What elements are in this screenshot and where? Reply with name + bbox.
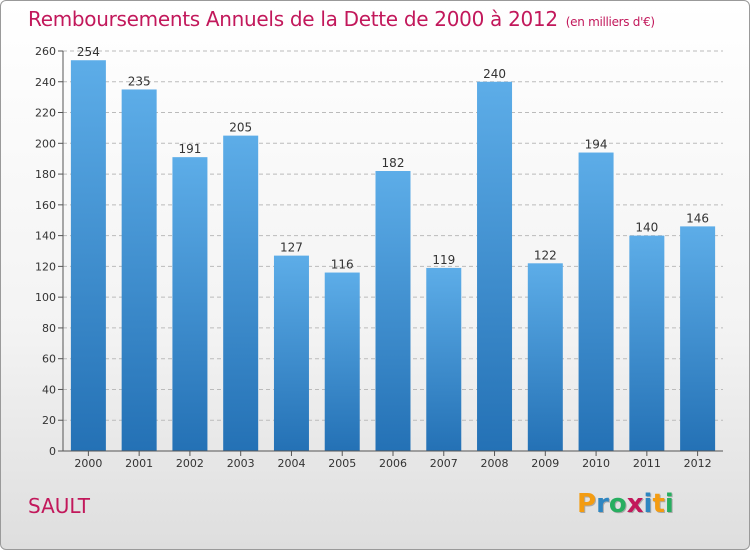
chart-title: Remboursements Annuels de la Dette de 20…	[28, 7, 655, 31]
logo-letter: P	[577, 489, 597, 519]
logo-letter: x	[626, 489, 644, 519]
x-tick-label: 2009	[531, 457, 559, 470]
bar-2011	[629, 235, 665, 451]
y-tick-label: 180	[35, 168, 56, 181]
x-tick-label: 2008	[481, 457, 509, 470]
logo-letter: i	[664, 489, 674, 519]
y-tick-label: 100	[35, 291, 56, 304]
y-tick-label: 40	[42, 383, 56, 396]
x-tick-label: 2006	[379, 457, 407, 470]
y-tick-label: 240	[35, 76, 56, 89]
logo-letter: i	[643, 489, 653, 519]
bar-value-label: 254	[77, 45, 100, 59]
y-axis-ticks: 0 20 40 60 80 100 120 140 160 180 200 220 240 260	[35, 45, 63, 458]
bar-2004	[273, 255, 309, 451]
bar-value-label: 205	[229, 121, 252, 135]
y-tick-label: 80	[42, 322, 56, 335]
logo-letter: t	[652, 489, 665, 519]
bar-2001	[121, 89, 157, 451]
y-tick-label: 140	[35, 230, 56, 243]
x-tick-label: 2011	[633, 457, 661, 470]
bar-2006	[375, 171, 411, 451]
y-tick-label: 260	[35, 45, 56, 58]
x-tick-label: 2001	[125, 457, 153, 470]
x-tick-label: 2004	[277, 457, 305, 470]
bar-2005	[324, 272, 360, 451]
chart-title-text: Remboursements Annuels de la Dette de 20…	[28, 7, 558, 31]
axes	[62, 51, 723, 452]
bar-value-label: 119	[432, 253, 455, 267]
bar-2007	[426, 267, 462, 451]
y-tick-label: 160	[35, 199, 56, 212]
bar-value-label: 240	[483, 67, 506, 81]
proxiti-logo: Proxiti	[577, 489, 674, 519]
y-tick-label: 0	[49, 445, 56, 458]
bar-2009	[527, 263, 563, 451]
y-tick-label: 20	[42, 414, 56, 427]
logo-letter: r	[596, 489, 609, 519]
logo-letter: o	[608, 489, 627, 519]
x-tick-label: 2010	[582, 457, 610, 470]
x-tick-label: 2000	[74, 457, 102, 470]
bars: 254 235 191 205 127 116 182 119 240 122 194 140 146	[70, 45, 716, 452]
bar-value-label: 116	[331, 258, 354, 272]
commune-name: SAULT	[28, 494, 90, 518]
bar-2003	[223, 135, 259, 451]
bar-value-label: 182	[382, 156, 405, 170]
bar-value-label: 122	[534, 248, 557, 262]
x-tick-label: 2003	[227, 457, 255, 470]
bar-value-label: 140	[635, 221, 658, 235]
x-tick-label: 2005	[328, 457, 356, 470]
chart-unit: (en milliers d'€)	[565, 15, 655, 29]
bar-value-label: 191	[178, 142, 201, 156]
bar-2012	[680, 226, 716, 451]
bar-2002	[172, 157, 208, 451]
bar-value-label: 194	[585, 138, 608, 152]
x-tick-label: 2007	[430, 457, 458, 470]
bar-2010	[578, 152, 614, 452]
x-tick-label: 2012	[684, 457, 712, 470]
bar-value-label: 146	[686, 211, 709, 225]
x-axis-ticks: 2000 2001 2002 2003 2004 2005 2006 2007 2008 2009…	[74, 451, 712, 470]
y-tick-label: 220	[35, 107, 56, 120]
bar-value-label: 235	[128, 74, 151, 88]
y-tick-label: 60	[42, 353, 56, 366]
y-tick-label: 200	[35, 137, 56, 150]
bar-value-label: 127	[280, 241, 303, 255]
bar-2008	[477, 81, 513, 452]
x-tick-label: 2002	[176, 457, 204, 470]
bar-2000	[70, 60, 106, 451]
y-tick-label: 120	[35, 260, 56, 273]
